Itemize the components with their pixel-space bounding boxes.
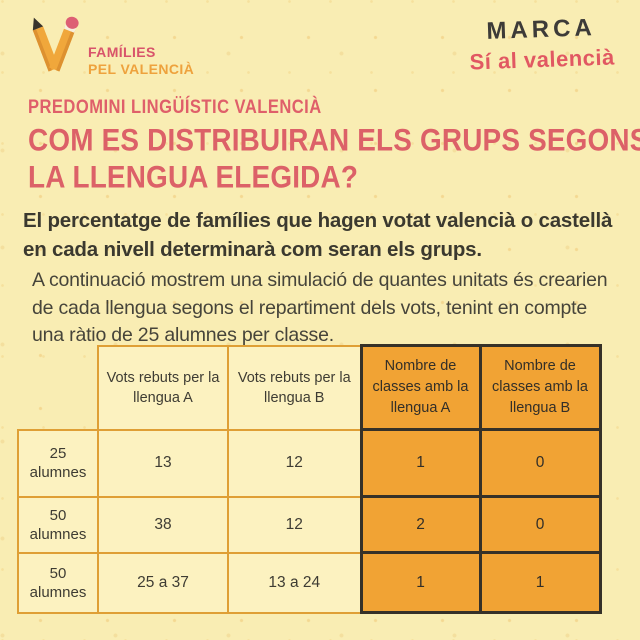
col-header-classes-a: Nombre de classes amb la llengua A <box>359 344 482 431</box>
cell-vots-b: 13 a 24 <box>227 551 362 614</box>
logo-subtitle: PEL VALENCIÀ <box>88 61 195 77</box>
cell-classes-b: 1 <box>478 551 602 614</box>
logo-text: FAMÍLIES PEL VALENCIÀ <box>88 44 194 78</box>
cell-classes-b: 0 <box>478 428 602 498</box>
col-header-vots-b: Vots rebuts per la llengua B <box>227 344 362 431</box>
cell-vots-b: 12 <box>227 495 362 554</box>
campaign-marca-text: MARCA <box>485 14 596 45</box>
pencil-v-icon <box>32 16 79 72</box>
cell-vots-b: 12 <box>227 428 362 498</box>
table-header-row: Vots rebuts per la llengua A Vots rebuts… <box>18 344 602 431</box>
corner-cell <box>18 346 98 430</box>
section-kicker: PREDOMINI LINGÜÍSTIC VALENCIÀ <box>28 96 322 118</box>
row-label: 50 alumnes <box>17 495 99 554</box>
table-row: 50 alumnes 25 a 37 13 a 24 1 1 <box>17 551 602 614</box>
cell-vots-a: 38 <box>97 495 229 554</box>
table-row: 50 alumnes 38 12 2 0 <box>17 495 602 554</box>
table-row: 25 alumnes 13 12 1 0 <box>17 428 602 498</box>
cell-classes-a: 1 <box>359 551 482 614</box>
cell-classes-a: 1 <box>359 428 482 498</box>
col-header-classes-b: Nombre de classes amb la llengua B <box>478 344 602 431</box>
logo-title: FAMÍLIES <box>88 44 156 60</box>
campaign-mark: MARCA Sí al valencià <box>468 13 615 75</box>
simulation-table: Vots rebuts per la llengua A Vots rebuts… <box>17 344 602 614</box>
cell-vots-a: 25 a 37 <box>97 551 229 614</box>
row-label: 25 alumnes <box>17 428 99 498</box>
col-header-vots-a: Vots rebuts per la llengua A <box>97 344 229 431</box>
cell-vots-a: 13 <box>97 428 229 498</box>
cell-classes-b: 0 <box>478 495 602 554</box>
logo: FAMÍLIES PEL VALENCIÀ <box>28 14 194 78</box>
row-label: 50 alumnes <box>17 551 99 614</box>
page-title-line-2: LA LLENGUA ELEGIDA? <box>28 160 359 196</box>
lead-paragraph: El percentatge de famílies que hagen vot… <box>23 209 613 261</box>
body-paragraph: A continuació mostrem una simulació de q… <box>32 269 608 346</box>
page-title-line-1: COM ES DISTRIBUIRAN ELS GRUPS SEGONS <box>28 123 640 159</box>
page-title: COM ES DISTRIBUIRAN ELS GRUPS SEGONS LA … <box>28 122 640 196</box>
cell-classes-a: 2 <box>359 495 482 554</box>
campaign-slogan: Sí al valencià <box>468 44 615 75</box>
